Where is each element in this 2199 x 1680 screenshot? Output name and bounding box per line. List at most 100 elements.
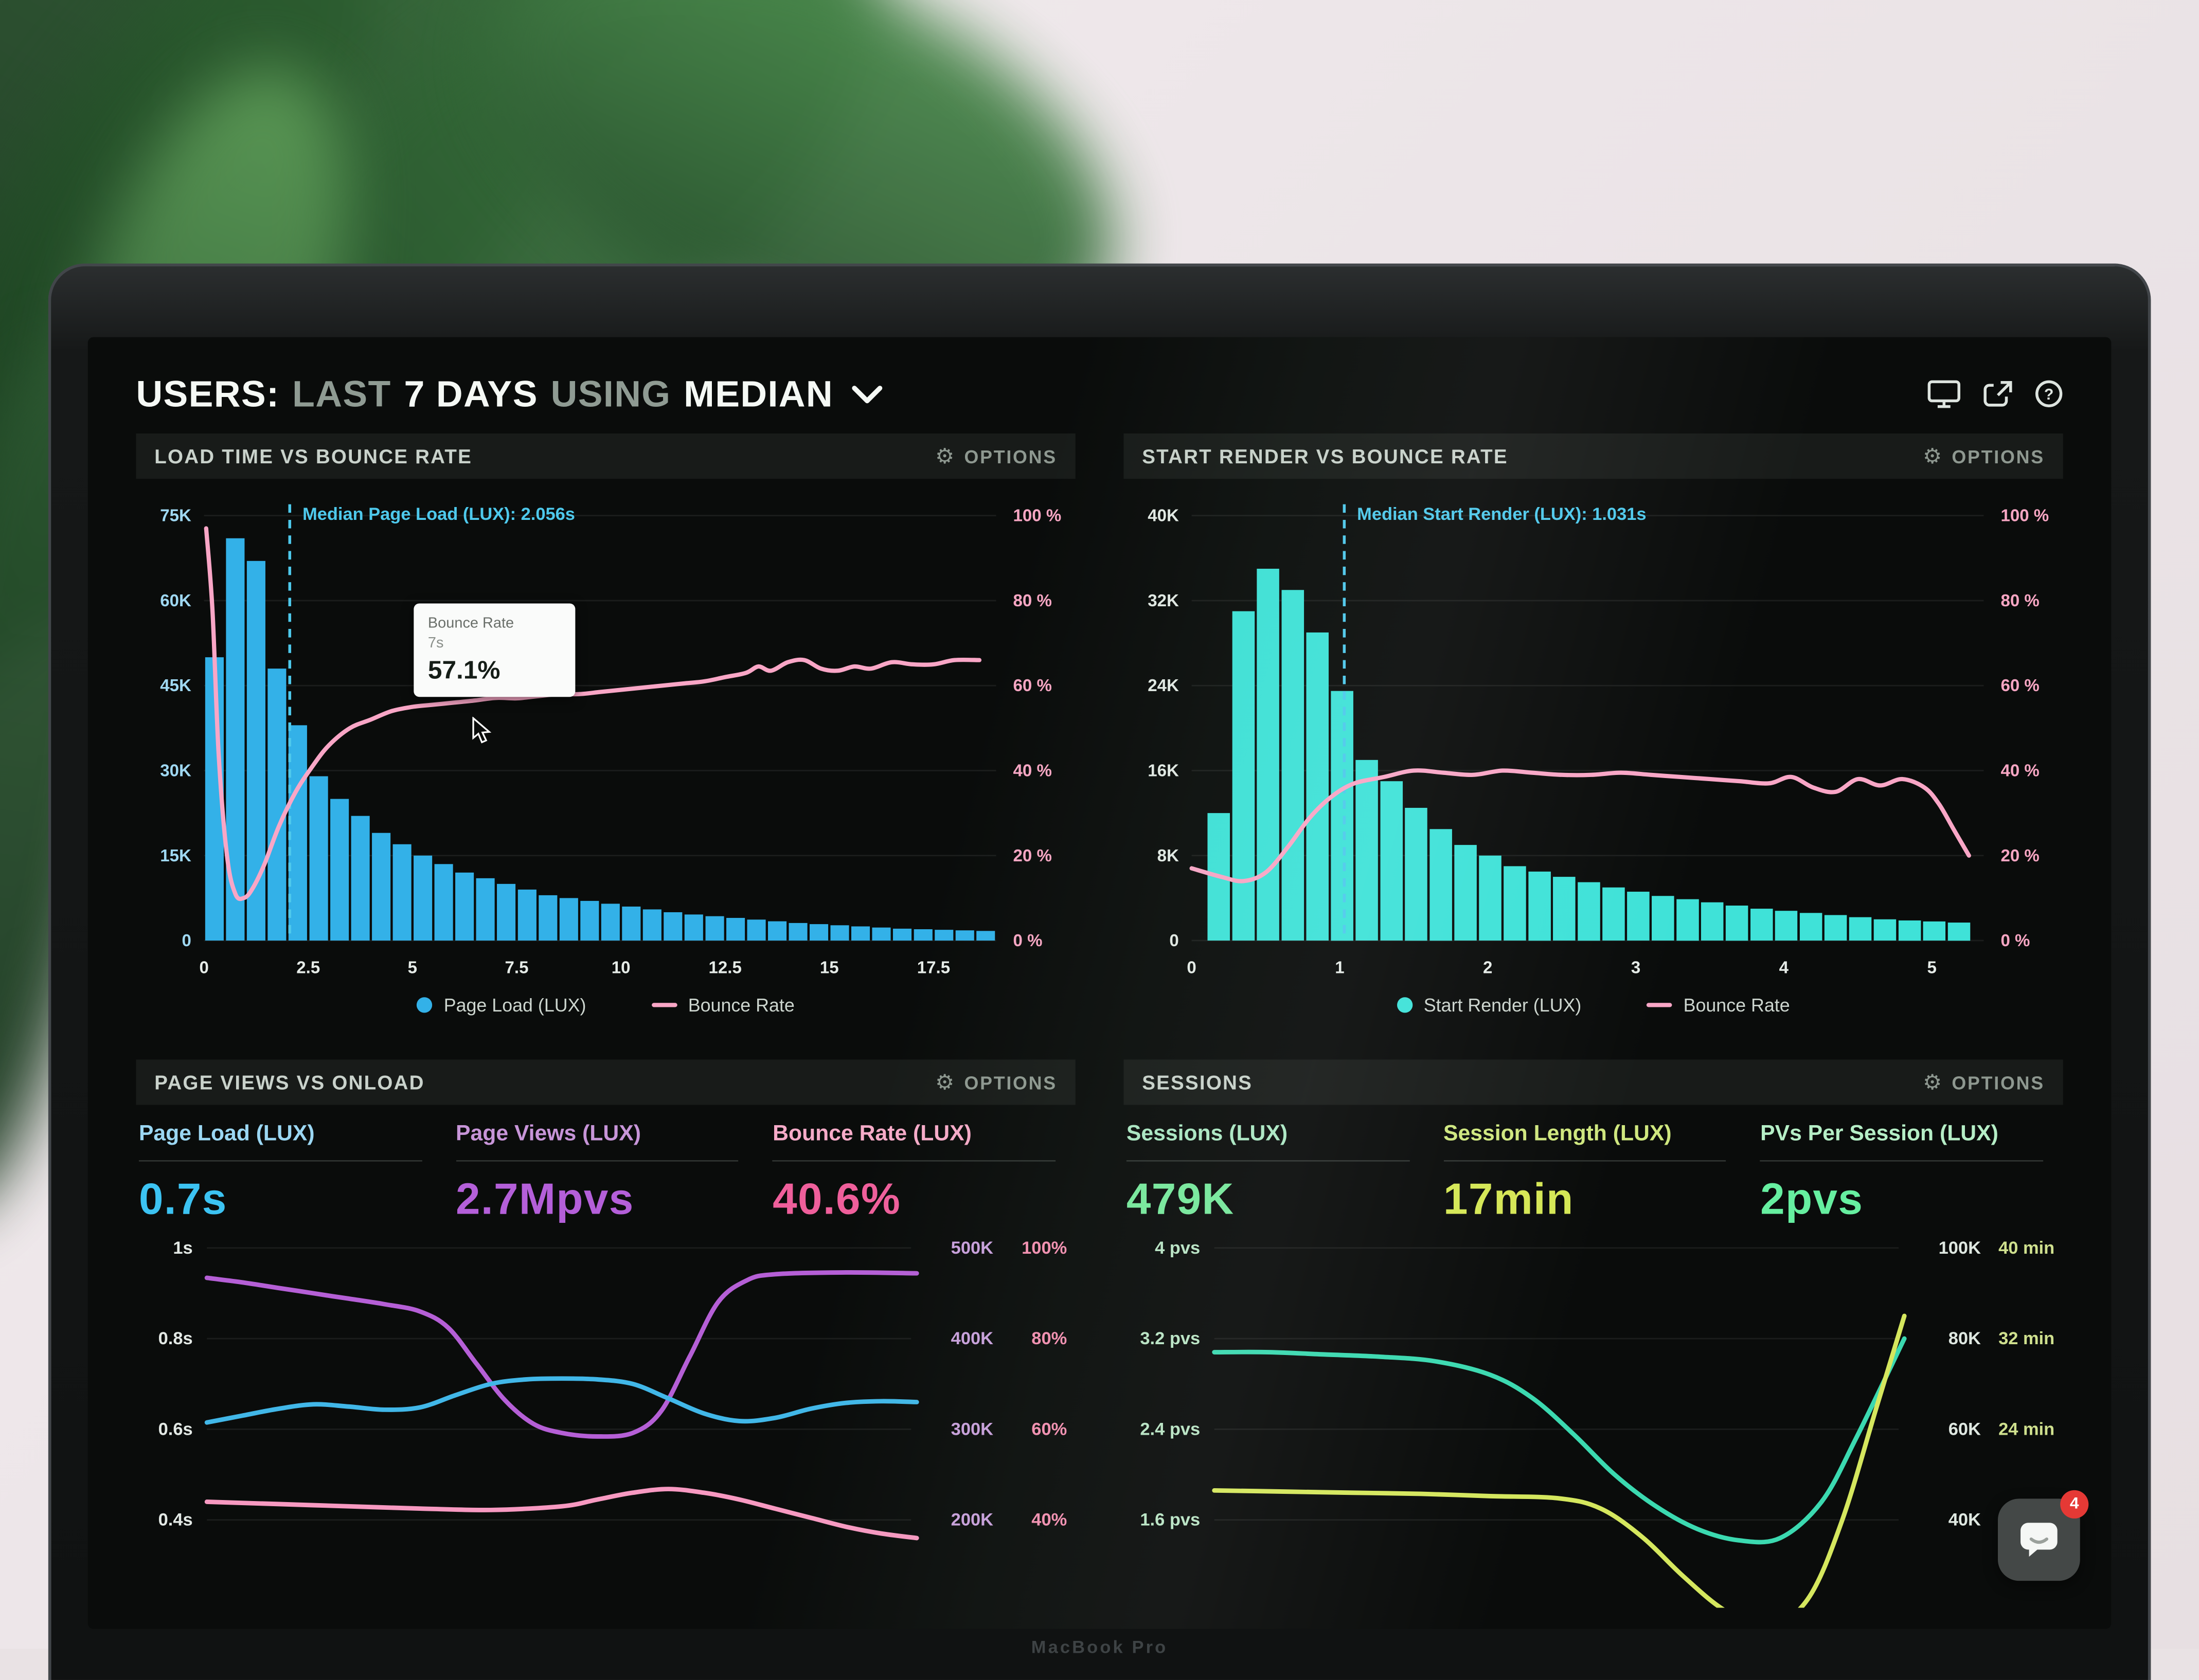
stat-value: 0.7s [138,1174,227,1224]
svg-text:80%: 80% [1031,1329,1067,1348]
share-icon[interactable] [1982,380,2014,408]
svg-text:0.4s: 0.4s [158,1510,193,1530]
svg-text:0 %: 0 % [1013,931,1043,950]
stat-label: PVs Per Session (LUX) [1760,1122,1998,1146]
panel-header: SESSIONS ⚙ OPTIONS [1123,1059,2063,1105]
legend-dot [417,996,433,1013]
svg-text:3.2 pvs: 3.2 pvs [1140,1329,1200,1348]
svg-text:20 %: 20 % [2000,846,2039,865]
svg-text:2: 2 [1483,958,1492,977]
svg-text:2.5: 2.5 [296,958,320,977]
panel-grid: LOAD TIME VS BOUNCE RATE ⚙ OPTIONS 0 15K 3… [136,433,2063,1608]
chart-legend: Page Load (LUX) Bounce Rate [136,983,1075,1026]
stat-pvs-per-session: PVs Per Session (LUX) 2pvs [1760,1122,2044,1225]
tooltip-metric: Bounce Rate [427,615,514,632]
svg-text:10: 10 [612,958,631,977]
panel-title: START RENDER VS BOUNCE RATE [1142,444,1508,468]
svg-text:0: 0 [1169,931,1178,950]
page-views-chart[interactable]: 1s 500K 100% 0.8s 400K 80% 0.6s 300K 60% 0.4s 200K… [136,1228,1075,1607]
panel-load-time-vs-bounce-rate: LOAD TIME VS BOUNCE RATE ⚙ OPTIONS 0 15K 3… [136,433,1076,1026]
svg-text:17.5: 17.5 [917,958,950,977]
svg-text:300K: 300K [951,1419,993,1439]
chat-widget-button[interactable]: 4 [1997,1490,2089,1581]
title-users: USERS: [136,372,280,414]
gear-icon: ⚙ [935,1070,956,1094]
svg-text:16K: 16K [1148,762,1179,781]
svg-text:500K: 500K [951,1238,993,1258]
dashboard-header: USERS: LAST 7 DAYS USING MEDIAN [136,368,2063,419]
stat-value: 17min [1443,1174,1574,1224]
svg-text:0 %: 0 % [2000,931,2030,950]
svg-text:40K: 40K [1948,1510,1981,1530]
svg-text:40%: 40% [1031,1510,1067,1530]
tooltip-bucket: 7s [427,635,444,652]
start-render-chart[interactable]: 0 8K 16K 24K 32K 40K 0 % 20 % 40 % 60 % 80 % 100 % 0… [1123,479,2063,983]
chart-area: 0 15K 30K 45K 60K 75K 0 % 20 % 40 % 60 % 80 % 100 %… [136,479,1075,983]
svg-text:60K: 60K [160,591,191,610]
svg-text:100 %: 100 % [1013,507,1062,526]
divider [138,1160,422,1162]
svg-text:7.5: 7.5 [505,958,529,977]
chart-tooltip: Bounce Rate 7s 57.1% [414,603,576,697]
svg-text:12.5: 12.5 [709,958,742,977]
svg-text:80 %: 80 % [1013,591,1052,610]
svg-text:Median Page Load (LUX): 2.056s: Median Page Load (LUX): 2.056s [302,504,575,524]
panel-header: LOAD TIME VS BOUNCE RATE ⚙ OPTIONS [136,433,1076,479]
chat-unread-badge: 4 [2060,1490,2089,1519]
svg-text:32 min: 32 min [1998,1329,2054,1348]
mouse-cursor-icon [472,716,492,744]
svg-text:15K: 15K [160,846,191,865]
legend-line [1646,1002,1672,1007]
panel-title: SESSIONS [1142,1071,1253,1094]
chevron-down-icon[interactable] [852,385,883,403]
options-button[interactable]: ⚙ OPTIONS [935,445,1057,466]
stats-row: Page Load (LUX) 0.7s Page Views (LUX) 2.… [136,1105,1075,1229]
display-icon[interactable] [1927,379,1961,409]
svg-text:20 %: 20 % [1013,846,1052,865]
stats-row: Sessions (LUX) 479K Session Length (LUX)… [1123,1105,2063,1229]
dashboard: USERS: LAST 7 DAYS USING MEDIAN [88,337,2112,1629]
stat-label: Session Length (LUX) [1443,1122,1672,1146]
stat-label: Page Load (LUX) [138,1122,315,1146]
help-icon[interactable]: ? [2035,380,2063,408]
legend-label: Start Render (LUX) [1423,993,1582,1015]
title-last: LAST [292,372,391,414]
svg-text:60%: 60% [1031,1419,1067,1439]
sessions-chart[interactable]: 4 pvs 100K 40 min 3.2 pvs 80K 32 min 2.4 pvs 60… [1123,1228,2063,1608]
stat-value: 2pvs [1760,1174,1864,1224]
svg-text:5: 5 [408,958,417,977]
svg-text:24K: 24K [1148,676,1179,695]
load-time-chart[interactable]: 0 15K 30K 45K 60K 75K 0 % 20 % 40 % 60 % 80 % 100 %… [136,479,1075,983]
chart-legend: Start Render (LUX) Bounce Rate [1123,983,2063,1026]
legend-start-render[interactable]: Start Render (LUX) [1397,993,1581,1015]
legend-bounce-rate[interactable]: Bounce Rate [1646,993,1790,1015]
legend-page-load[interactable]: Page Load (LUX) [417,993,586,1015]
laptop-screen: USERS: LAST 7 DAYS USING MEDIAN [87,337,2112,1629]
stat-page-views: Page Views (LUX) 2.7Mpvs [456,1122,739,1225]
panel-title: LOAD TIME VS BOUNCE RATE [154,444,473,468]
svg-text:0: 0 [199,958,208,977]
page-title: USERS: LAST 7 DAYS USING MEDIAN [136,372,883,416]
divider [773,1160,1056,1162]
svg-text:15: 15 [820,958,839,977]
options-label: OPTIONS [964,445,1057,467]
options-label: OPTIONS [1952,445,2045,467]
panel-header: PAGE VIEWS VS ONLOAD ⚙ OPTIONS [136,1059,1076,1105]
options-button[interactable]: ⚙ OPTIONS [1923,1072,2045,1093]
legend-line [651,1002,677,1007]
svg-text:40K: 40K [1148,507,1179,526]
stat-value: 40.6% [773,1174,901,1224]
stat-session-length: Session Length (LUX) 17min [1443,1122,1727,1225]
legend-bounce-rate[interactable]: Bounce Rate [651,993,795,1015]
stat-sessions: Sessions (LUX) 479K [1126,1122,1409,1225]
svg-text:8K: 8K [1157,846,1179,865]
options-button[interactable]: ⚙ OPTIONS [935,1072,1057,1093]
device-label: MacBook Pro [1031,1637,1168,1657]
panel-start-render-vs-bounce-rate: START RENDER VS BOUNCE RATE ⚙ OPTIONS 0 8… [1123,433,2063,1025]
title-using: USING [550,372,671,414]
options-button[interactable]: ⚙ OPTIONS [1923,445,2045,466]
svg-text:32K: 32K [1148,591,1179,610]
legend-label: Page Load (LUX) [443,993,586,1015]
svg-text:1.6 pvs: 1.6 pvs [1140,1510,1200,1530]
